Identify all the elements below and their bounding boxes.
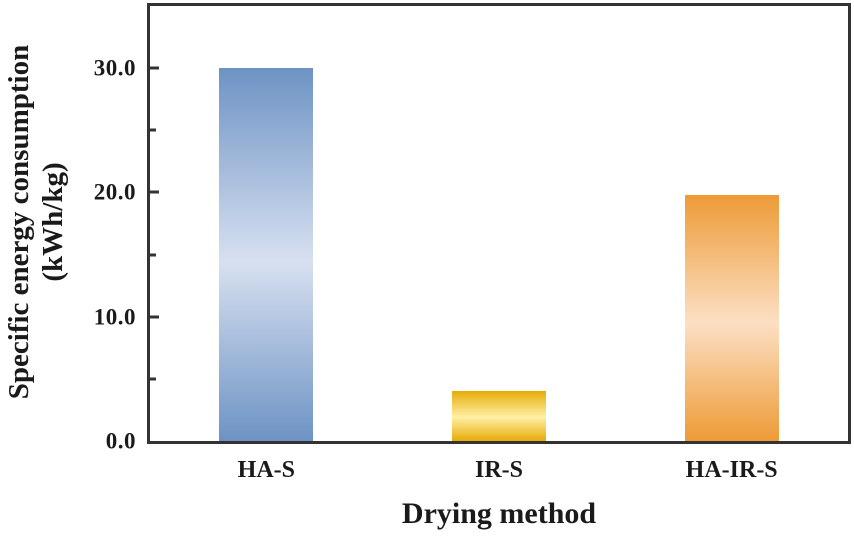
major-tick xyxy=(150,190,159,194)
minor-tick xyxy=(150,128,156,132)
bar-ha-ir-s xyxy=(684,194,779,441)
x-axis-title: Drying method xyxy=(401,497,597,530)
bar-ir-s xyxy=(452,391,546,441)
y-tick-label: 20.0 xyxy=(93,179,136,205)
minor-tick xyxy=(150,253,156,257)
category-label-ir-s: IR-S xyxy=(474,457,524,483)
bar-ha-s xyxy=(219,68,314,441)
major-tick xyxy=(150,66,159,70)
y-tick-label: 30.0 xyxy=(93,55,136,81)
y-tick-label: 0.0 xyxy=(105,428,136,454)
y-tick-label: 10.0 xyxy=(93,304,136,330)
category-label-ha-ir-s: HA-IR-S xyxy=(685,457,778,483)
y-tick-labels: 0.0 10.0 20.0 30.0 xyxy=(0,6,136,453)
category-label-ha-s: HA-S xyxy=(237,457,295,483)
x-category-labels: HA-S IR-S HA-IR-S xyxy=(150,456,848,486)
major-tick xyxy=(150,315,159,319)
plot-area xyxy=(147,3,851,444)
minor-tick xyxy=(150,377,156,381)
